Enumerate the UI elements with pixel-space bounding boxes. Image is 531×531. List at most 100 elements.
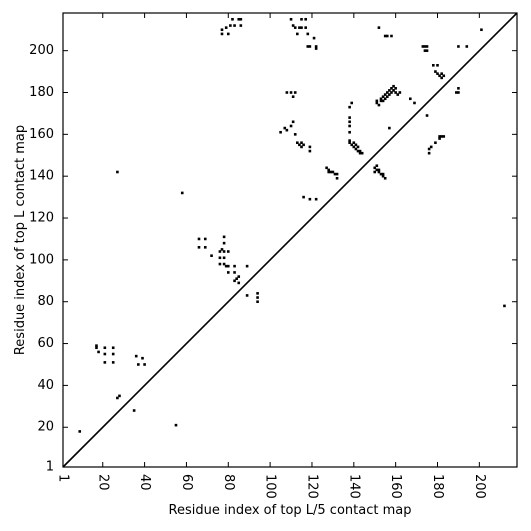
contact-point xyxy=(256,300,259,304)
contact-point xyxy=(308,145,312,149)
contact-point xyxy=(436,64,439,67)
contact-point xyxy=(306,45,310,48)
contact-point xyxy=(455,91,458,94)
contact-point xyxy=(388,89,391,92)
contact-point xyxy=(226,32,230,36)
contact-point xyxy=(239,24,243,27)
contact-point xyxy=(358,149,362,153)
contact-point xyxy=(356,149,360,153)
contact-point xyxy=(377,168,381,172)
contact-point xyxy=(429,145,433,149)
contact-point xyxy=(442,74,446,78)
contact-point xyxy=(132,409,136,412)
contact-point xyxy=(218,250,222,253)
contact-point xyxy=(293,26,297,29)
contact-point xyxy=(425,114,429,117)
contact-point xyxy=(239,17,243,21)
contact-point xyxy=(413,101,416,105)
contact-point xyxy=(442,135,446,138)
contact-point xyxy=(348,120,351,124)
contact-point xyxy=(233,271,236,274)
contact-point xyxy=(379,97,383,101)
contact-point xyxy=(226,250,230,253)
contact-point xyxy=(388,126,391,130)
contact-point xyxy=(308,197,312,201)
contact-point xyxy=(103,352,107,356)
contact-point xyxy=(289,124,293,128)
contact-point xyxy=(224,264,228,268)
contact-point xyxy=(432,64,435,67)
contact-point xyxy=(231,17,234,21)
contact-point xyxy=(210,254,213,257)
x-axis-ticks: 1 20 40 60 80 100 120 140 160 180 200 xyxy=(56,13,487,499)
contact-point xyxy=(383,176,387,180)
contact-point xyxy=(327,168,331,172)
contact-point xyxy=(300,145,303,149)
y-tick-label: 80 xyxy=(37,294,54,309)
contact-point xyxy=(354,143,358,147)
contact-point xyxy=(440,72,443,75)
contact-point xyxy=(220,248,224,251)
contact-point xyxy=(143,363,146,366)
x-axis-label: Residue index of top L/5 contact map xyxy=(169,503,412,518)
contact-point xyxy=(103,361,107,364)
contact-point xyxy=(379,172,383,176)
contact-point xyxy=(312,36,316,40)
x-tick-label: 40 xyxy=(137,474,152,491)
contact-point xyxy=(137,363,140,366)
y-tick-label: 20 xyxy=(37,420,54,435)
contact-point xyxy=(388,93,391,96)
contact-point xyxy=(111,346,115,350)
contact-point xyxy=(381,172,385,176)
contact-point xyxy=(237,17,241,21)
contact-point xyxy=(438,135,441,138)
contact-point xyxy=(425,49,429,52)
contact-point xyxy=(218,262,222,266)
x-tick-label: 20 xyxy=(95,474,110,491)
contact-point xyxy=(421,45,425,48)
contact-point xyxy=(377,103,381,107)
x-tick-label: 200 xyxy=(472,474,487,499)
contact-point xyxy=(423,49,427,52)
contact-point xyxy=(285,128,289,132)
contact-point xyxy=(438,137,441,140)
contact-point xyxy=(409,97,412,101)
contact-point xyxy=(256,292,259,295)
contact-point xyxy=(289,17,293,21)
contact-point xyxy=(383,93,387,96)
plot-frame xyxy=(62,12,518,468)
contact-point xyxy=(220,28,224,32)
contact-point xyxy=(373,170,377,174)
contact-point xyxy=(118,394,121,398)
contact-point xyxy=(302,143,305,147)
contact-point xyxy=(298,26,301,29)
x-tick-label: 100 xyxy=(263,474,278,499)
contact-point xyxy=(222,241,226,245)
contact-point xyxy=(352,141,356,145)
contact-point xyxy=(237,281,241,285)
contact-point xyxy=(256,296,259,299)
contact-point xyxy=(381,174,385,178)
contact-point xyxy=(358,151,362,155)
contact-point xyxy=(229,24,232,27)
contact-point xyxy=(308,149,312,153)
contact-point xyxy=(440,135,443,138)
contact-point xyxy=(436,72,439,75)
contact-point xyxy=(427,151,431,155)
contact-point xyxy=(291,24,295,27)
y-tick-label: 160 xyxy=(29,127,54,142)
contact-point xyxy=(438,74,441,78)
contact-point xyxy=(283,126,287,130)
contact-point xyxy=(385,91,389,94)
contact-point xyxy=(237,275,241,278)
contact-point xyxy=(174,423,178,427)
y-tick-label: 100 xyxy=(29,252,54,267)
contact-point xyxy=(289,91,293,94)
y-tick-label: 180 xyxy=(29,85,54,100)
contact-point xyxy=(348,141,351,145)
contact-point xyxy=(350,143,354,147)
y-tick-label: 120 xyxy=(29,211,54,226)
x-tick-label: 140 xyxy=(346,474,361,499)
